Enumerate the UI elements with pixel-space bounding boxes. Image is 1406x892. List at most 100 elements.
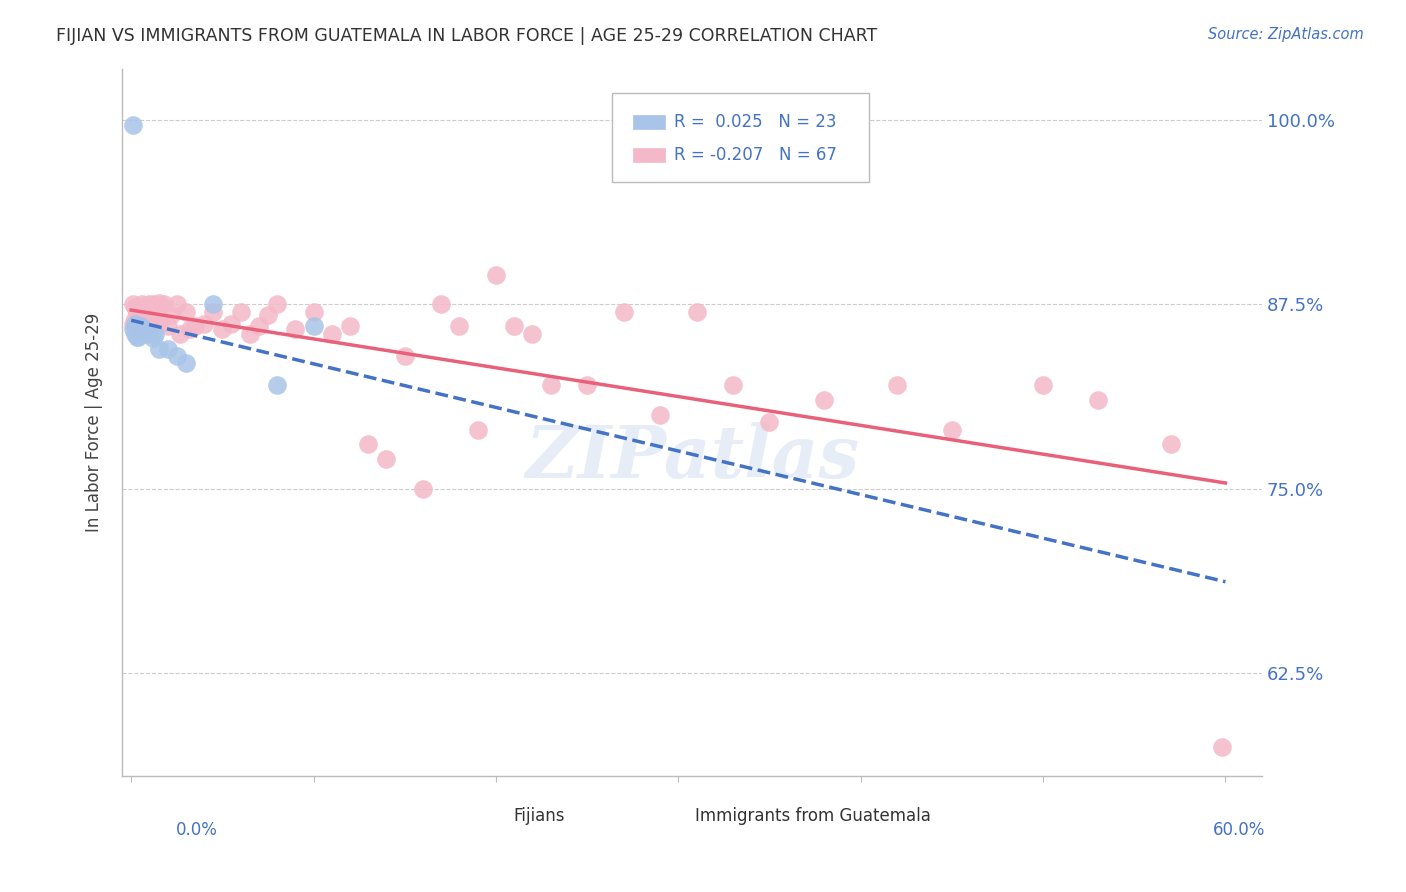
Point: [522, 326, 544, 341]
Point: [125, 322, 148, 336]
Point: [184, 319, 207, 334]
Point: [143, 326, 166, 341]
Point: [127, 330, 149, 344]
Point: [576, 378, 599, 392]
Point: [813, 393, 835, 408]
Point: [648, 408, 671, 422]
Point: [430, 297, 453, 311]
Point: [202, 304, 225, 318]
Point: [153, 297, 176, 311]
Point: [375, 452, 398, 467]
Point: [148, 317, 170, 331]
Point: [449, 319, 471, 334]
Point: [169, 326, 191, 341]
Point: [124, 317, 146, 331]
Point: [142, 331, 165, 345]
Point: [136, 319, 159, 334]
Point: [136, 326, 159, 340]
Point: [221, 317, 243, 331]
Point: [138, 326, 160, 341]
Point: [394, 349, 416, 363]
Point: [941, 423, 963, 437]
Point: [886, 378, 908, 392]
Point: [166, 297, 188, 311]
Point: [174, 304, 197, 318]
Point: [1087, 393, 1109, 408]
Point: [148, 296, 170, 310]
Point: [122, 118, 145, 132]
Point: [721, 378, 744, 392]
Text: FIJIAN VS IMMIGRANTS FROM GUATEMALA IN LABOR FORCE | AGE 25-29 CORRELATION CHART: FIJIAN VS IMMIGRANTS FROM GUATEMALA IN L…: [56, 27, 877, 45]
Point: [758, 415, 780, 429]
Point: [257, 308, 280, 322]
Point: [467, 423, 489, 437]
Text: 0.0%: 0.0%: [176, 821, 218, 838]
Bar: [633, 148, 665, 162]
Point: [247, 319, 270, 334]
Point: [156, 319, 179, 334]
Point: [357, 437, 380, 451]
Point: [129, 319, 152, 334]
Point: [174, 356, 197, 370]
Bar: [658, 808, 690, 823]
Point: [266, 297, 288, 311]
Point: [166, 349, 188, 363]
Point: [124, 301, 146, 315]
Point: [193, 317, 215, 331]
Point: [239, 326, 262, 341]
Point: [124, 312, 146, 326]
Text: R =  0.025   N = 23: R = 0.025 N = 23: [673, 112, 837, 130]
FancyBboxPatch shape: [612, 94, 869, 182]
Point: [485, 268, 508, 282]
Point: [135, 322, 157, 336]
Point: [129, 319, 152, 334]
Point: [143, 317, 166, 331]
Point: [127, 312, 149, 326]
Point: [138, 317, 160, 331]
Point: [179, 322, 201, 336]
Point: [142, 297, 165, 311]
Point: [129, 304, 152, 318]
Point: [503, 319, 526, 334]
Text: Source: ZipAtlas.com: Source: ZipAtlas.com: [1208, 27, 1364, 42]
Point: [141, 308, 163, 322]
Text: ZIPatlas: ZIPatlas: [524, 422, 859, 493]
Point: [124, 326, 146, 341]
Point: [540, 378, 562, 392]
Point: [229, 304, 252, 318]
Point: [412, 482, 434, 496]
Point: [125, 317, 148, 331]
Bar: [633, 114, 665, 128]
Point: [122, 322, 145, 336]
Point: [129, 317, 152, 331]
Point: [138, 297, 160, 311]
Y-axis label: In Labor Force | Age 25-29: In Labor Force | Age 25-29: [86, 312, 103, 532]
Point: [202, 297, 225, 311]
Point: [132, 322, 155, 336]
Point: [339, 319, 361, 334]
Bar: [475, 808, 508, 823]
Point: [321, 326, 343, 341]
Point: [132, 326, 155, 341]
Text: Immigrants from Guatemala: Immigrants from Guatemala: [696, 806, 931, 824]
Text: 60.0%: 60.0%: [1213, 821, 1265, 838]
Point: [266, 378, 288, 392]
Text: Fijians: Fijians: [513, 806, 565, 824]
Point: [211, 322, 233, 336]
Point: [1211, 739, 1233, 754]
Point: [156, 342, 179, 356]
Point: [122, 317, 145, 331]
Point: [127, 322, 149, 336]
Point: [685, 304, 707, 318]
Point: [131, 326, 153, 341]
Point: [613, 304, 636, 318]
Point: [160, 308, 183, 322]
Point: [135, 324, 157, 338]
Point: [125, 330, 148, 344]
Point: [1160, 437, 1182, 451]
Point: [284, 322, 307, 336]
Point: [132, 308, 155, 322]
Point: [302, 319, 325, 334]
Point: [1032, 378, 1054, 392]
Text: R = -0.207   N = 67: R = -0.207 N = 67: [673, 145, 837, 164]
